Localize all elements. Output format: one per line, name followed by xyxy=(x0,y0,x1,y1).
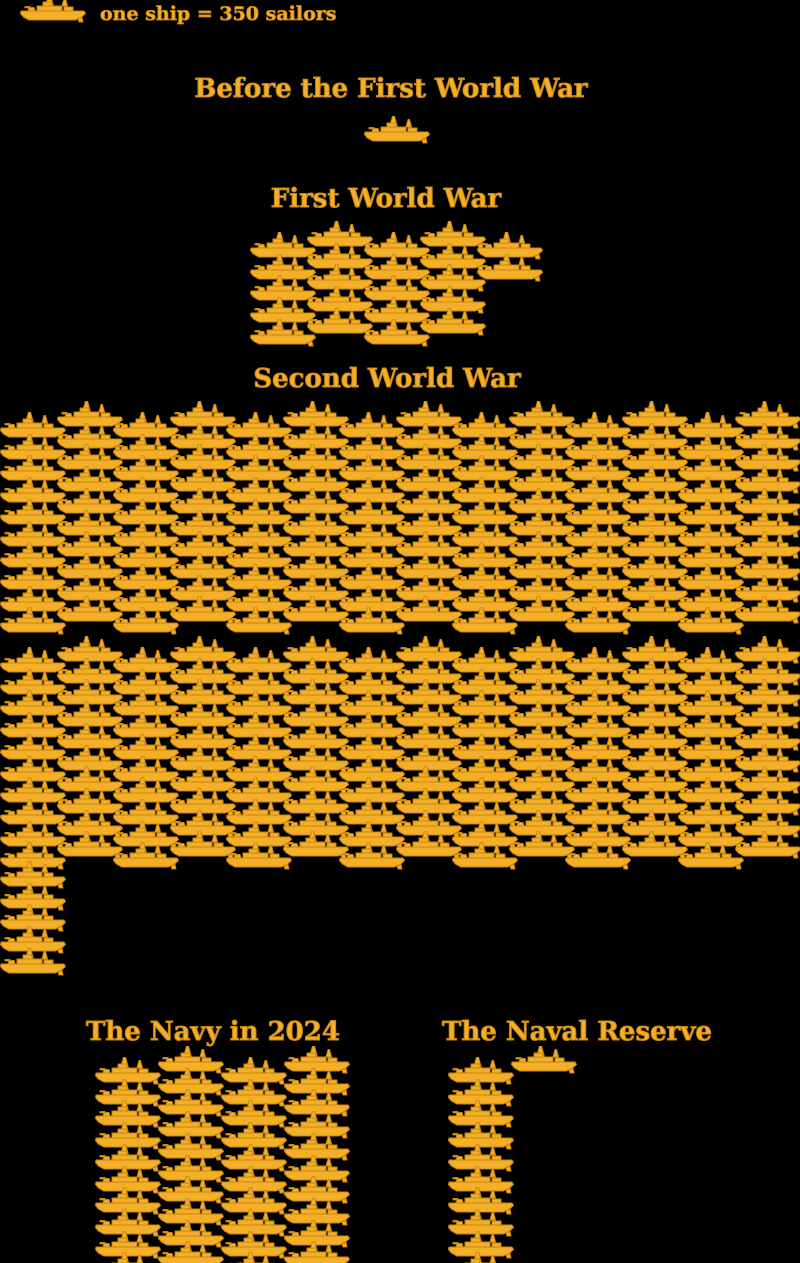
ship-icon xyxy=(0,948,66,978)
ship-icon xyxy=(735,596,800,626)
legend-label: one ship = 350 sailors xyxy=(100,3,337,26)
ship-icon xyxy=(448,1252,514,1263)
ship-icon xyxy=(158,1241,224,1263)
section-title-ww1: First World War xyxy=(270,184,502,214)
ship-icon xyxy=(511,1046,577,1076)
section-title-before-ww1: Before the First World War xyxy=(194,74,588,104)
ship-icon xyxy=(364,116,430,146)
ship-icon xyxy=(735,831,800,861)
ship-icon xyxy=(284,1241,350,1263)
ship-icon xyxy=(221,1252,287,1263)
ship-icon xyxy=(477,254,543,284)
ship-icon xyxy=(20,0,86,25)
section-title-navy-2024: The Navy in 2024 xyxy=(86,1017,341,1047)
section-title-ww2: Second World War xyxy=(253,364,521,394)
section-title-naval-reserve: The Naval Reserve xyxy=(441,1017,713,1047)
ship-icon xyxy=(420,308,486,338)
ship-icon xyxy=(95,1252,161,1263)
